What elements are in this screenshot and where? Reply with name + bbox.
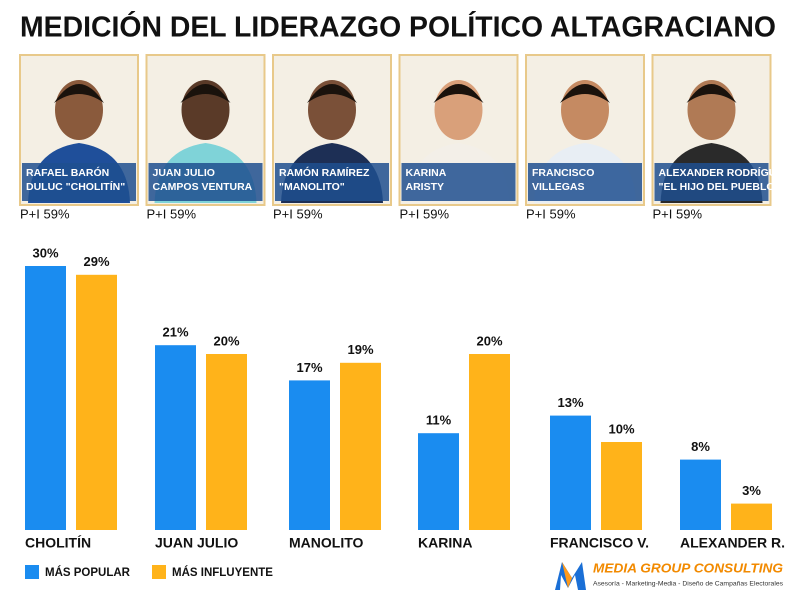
- value-label: 29%: [83, 254, 109, 269]
- value-label: 13%: [557, 395, 583, 410]
- name-band: [401, 163, 516, 201]
- logo-tagline: Asesoría - Marketing-Media - Diseño de C…: [593, 581, 784, 588]
- bar: [340, 362, 381, 530]
- legend-swatch: [152, 565, 166, 579]
- bar: [76, 274, 117, 530]
- value-label: 8%: [691, 439, 710, 454]
- value-label: 30%: [32, 245, 58, 260]
- candidate-score: P+I 59%: [653, 206, 703, 221]
- candidate-name: KARINA: [406, 167, 447, 179]
- photo-hair: [307, 84, 357, 103]
- photo-hair: [180, 84, 231, 103]
- name-band: [22, 163, 136, 201]
- candidate-name: ALEXANDER RODRÍGUEZ: [659, 166, 791, 179]
- plot: 30% 29% CHOLITÍN 21% 20% JUAN JULIO 17% 19% MANO…: [25, 245, 785, 551]
- candidate-name: "EL HIJO DEL PUEBLO": [659, 181, 780, 193]
- bar: [550, 415, 591, 530]
- candidate-name: RAFAEL BARÓN: [26, 166, 109, 179]
- candidate-name: ARISTY: [406, 181, 445, 193]
- photo-hair: [686, 84, 737, 103]
- candidate-name: DULUC "CHOLITÍN": [26, 180, 125, 193]
- candidate-score: P+I 59%: [273, 206, 323, 221]
- candidate-name: RAMÓN RAMÍREZ: [279, 166, 370, 179]
- bar: [155, 345, 196, 530]
- candidate-score: P+I 59%: [147, 206, 197, 221]
- bar: [469, 354, 510, 530]
- x-tick-label: MANOLITO: [289, 535, 364, 551]
- value-label: 20%: [476, 333, 502, 348]
- value-label: 20%: [213, 333, 239, 348]
- photo-hair: [54, 84, 104, 103]
- bar: [289, 380, 330, 530]
- name-band: [528, 163, 642, 201]
- bar: [731, 503, 772, 530]
- bar: [418, 433, 459, 530]
- candidate-score: P+I 59%: [20, 206, 70, 221]
- candidate-score: P+I 59%: [526, 206, 576, 221]
- legend-label: MÁS INFLUYENTE: [172, 566, 273, 579]
- photo-hair: [560, 84, 610, 103]
- candidate-card: RAMÓN RAMÍREZ "MANOLITO" P+I 59%: [272, 54, 392, 221]
- bar: [601, 442, 642, 530]
- candidate-name: JUAN JULIO: [153, 167, 215, 179]
- name-band: [654, 163, 769, 201]
- candidate-card: FRANCISCO VILLEGAS P+I 59%: [525, 54, 645, 221]
- bar: [680, 459, 721, 530]
- value-label: 11%: [426, 413, 452, 428]
- value-label: 17%: [296, 360, 322, 375]
- candidate-score: P+I 59%: [400, 206, 450, 221]
- x-tick-label: FRANCISCO V.: [550, 535, 649, 551]
- name-band: [148, 163, 263, 201]
- candidate-card: JUAN JULIO CAMPOS VENTURA P+I 59%: [145, 54, 266, 221]
- name-band: [275, 163, 389, 201]
- logo: MEDIA GROUP CONSULTING Asesoría - Market…: [555, 560, 784, 590]
- candidate-card: ALEXANDER RODRÍGUEZ "EL HIJO DEL PUEBLO" P…: [651, 54, 791, 221]
- candidate-name: "MANOLITO": [279, 181, 345, 193]
- value-label: 10%: [608, 421, 634, 436]
- value-label: 19%: [347, 342, 373, 357]
- bar: [25, 266, 66, 530]
- chart-title: MEDICIÓN DEL LIDERAZGO POLÍTICO ALTAGRAC…: [20, 10, 776, 44]
- candidate-name: VILLEGAS: [532, 181, 585, 193]
- value-label: 21%: [162, 325, 188, 340]
- value-label: 3%: [742, 483, 761, 498]
- legend-swatch: [25, 565, 39, 579]
- candidate-card: KARINA ARISTY P+I 59%: [398, 54, 519, 221]
- legend: MÁS POPULAR MÁS INFLUYENTE: [25, 565, 273, 579]
- x-tick-label: KARINA: [418, 535, 472, 551]
- x-tick-label: ALEXANDER R.: [680, 535, 785, 551]
- candidate-name: FRANCISCO: [532, 167, 594, 179]
- x-tick-label: CHOLITÍN: [25, 535, 91, 551]
- logo-icon: [562, 562, 572, 588]
- logo-name: MEDIA GROUP CONSULTING: [593, 560, 783, 575]
- legend-label: MÁS POPULAR: [45, 566, 131, 579]
- photo-hair: [433, 84, 484, 103]
- bar: [206, 354, 247, 530]
- candidate-name: CAMPOS VENTURA: [153, 181, 253, 193]
- x-tick-label: JUAN JULIO: [155, 535, 238, 551]
